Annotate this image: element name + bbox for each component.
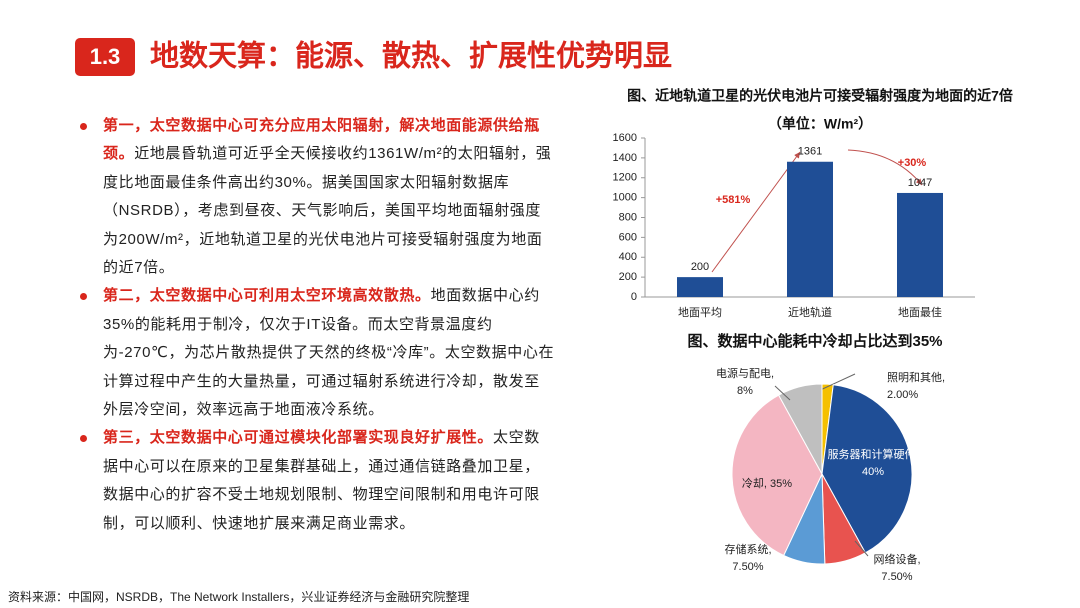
y-tick-label: 1400 [613,152,637,164]
bullet-text: 地面数据中心约35%的能耗用于制冷，仅次于IT设备。而太空背景温度约为-270℃… [103,287,555,419]
slice-category: 电源与配电 [716,366,771,380]
slice-category: 照明和其他 [887,371,942,384]
annotation: +581% [716,194,751,206]
y-tick-label: 600 [619,231,637,243]
chart-subtitle: （单位：W/m²） [768,116,872,132]
chart-title: 图、近地轨道卫星的光伏电池片可接受辐射强度为地面的近7倍 [627,88,1013,104]
data-label: 200 [691,261,709,273]
slice-value: 35% [770,478,792,490]
section-badge [75,38,135,76]
y-tick-label: 1200 [613,172,637,184]
data-label: 1361 [798,146,822,158]
slice-value: 7.50% [881,571,912,583]
separator: , [764,478,770,490]
bullet-lead: 第二，太空数据中心可利用太空环境高效散热。 [103,287,431,305]
x-tick-label: 地面最佳 [898,305,942,319]
pie-slice [777,383,823,475]
arrow [711,151,801,273]
annotation: +30% [898,157,927,169]
bar [897,192,943,297]
leader-line [774,385,791,401]
leader-line [854,540,869,557]
separator: , [917,554,920,566]
slice-value: 8% [737,385,753,397]
separator: , [942,372,945,384]
source-note: 资料来源：中国网，NSRDB，The Network Installers，兴业… [8,590,470,604]
slice-category: 冷却 [742,477,764,490]
y-tick-label: 1000 [613,192,637,204]
slice-label: 服务器和计算硬件, [827,447,918,461]
y-tick-label: 200 [619,271,637,283]
y-tick-label: 1600 [613,132,637,144]
bullet: 第三，太空数据中心可通过模块化部署实现良好扩展性。太空数据中心可以在原来的卫星集… [80,424,555,538]
slice-label: 网络设备, [873,552,920,566]
slice-label: 存储系统, [724,542,771,556]
pie-slice [731,394,823,557]
y-tick-label: 800 [619,211,637,223]
slice-category: 存储系统 [724,542,768,556]
slice-category: 网络设备 [873,552,917,566]
bar [787,161,833,297]
separator: , [768,544,771,556]
chart-title: 图、数据中心能耗中冷却占比达到35% [687,332,942,350]
y-tick-label: 0 [631,291,637,303]
data-label: 1047 [908,177,932,189]
separator: , [915,449,918,461]
slice-label: 冷却, 35% [742,477,792,490]
slice-label: 照明和其他, [887,371,945,384]
bullet-list: 第一，太空数据中心可充分应用太阳辐射，解决地面能源供给瓶颈。近地晨昏轨道可近乎全… [80,112,555,538]
slide-title: 地数天算：能源、散热、扩展性优势明显 [150,39,672,73]
bullet-text: 近地晨昏轨道可近乎全天候接收约1361W/m²的太阳辐射，强度比地面最佳条件高出… [103,145,552,277]
x-tick-label: 地面平均 [678,306,722,319]
arrow [847,149,923,186]
slice-label: 电源与配电, [716,366,774,380]
pie-slice [821,384,913,554]
slice-category: 服务器和计算硬件 [827,447,915,461]
bar [677,277,723,297]
y-tick-label: 400 [619,251,637,263]
bullet-lead: 第三，太空数据中心可通过模块化部署实现良好扩展性。 [103,429,494,447]
bullet: 第一，太空数据中心可充分应用太阳辐射，解决地面能源供给瓶颈。近地晨昏轨道可近乎全… [80,112,555,282]
bullet-text: 太空数据中心可以在原来的卫星集群基础上，通过通信链路叠加卫星，数据中心的扩容不受… [103,429,540,532]
bullet: 第二，太空数据中心可利用太空环境高效散热。地面数据中心约35%的能耗用于制冷，仅… [80,282,555,424]
section-number: 1.3 [90,44,121,69]
separator: , [771,368,774,380]
bullet-lead: 第一，太空数据中心可充分应用太阳辐射，解决地面能源供给瓶颈。 [103,117,540,163]
slice-value: 2.00% [887,389,918,401]
x-tick-label: 近地轨道 [788,305,832,319]
slice-value: 40% [862,466,884,478]
slice-value: 7.50% [732,561,763,573]
